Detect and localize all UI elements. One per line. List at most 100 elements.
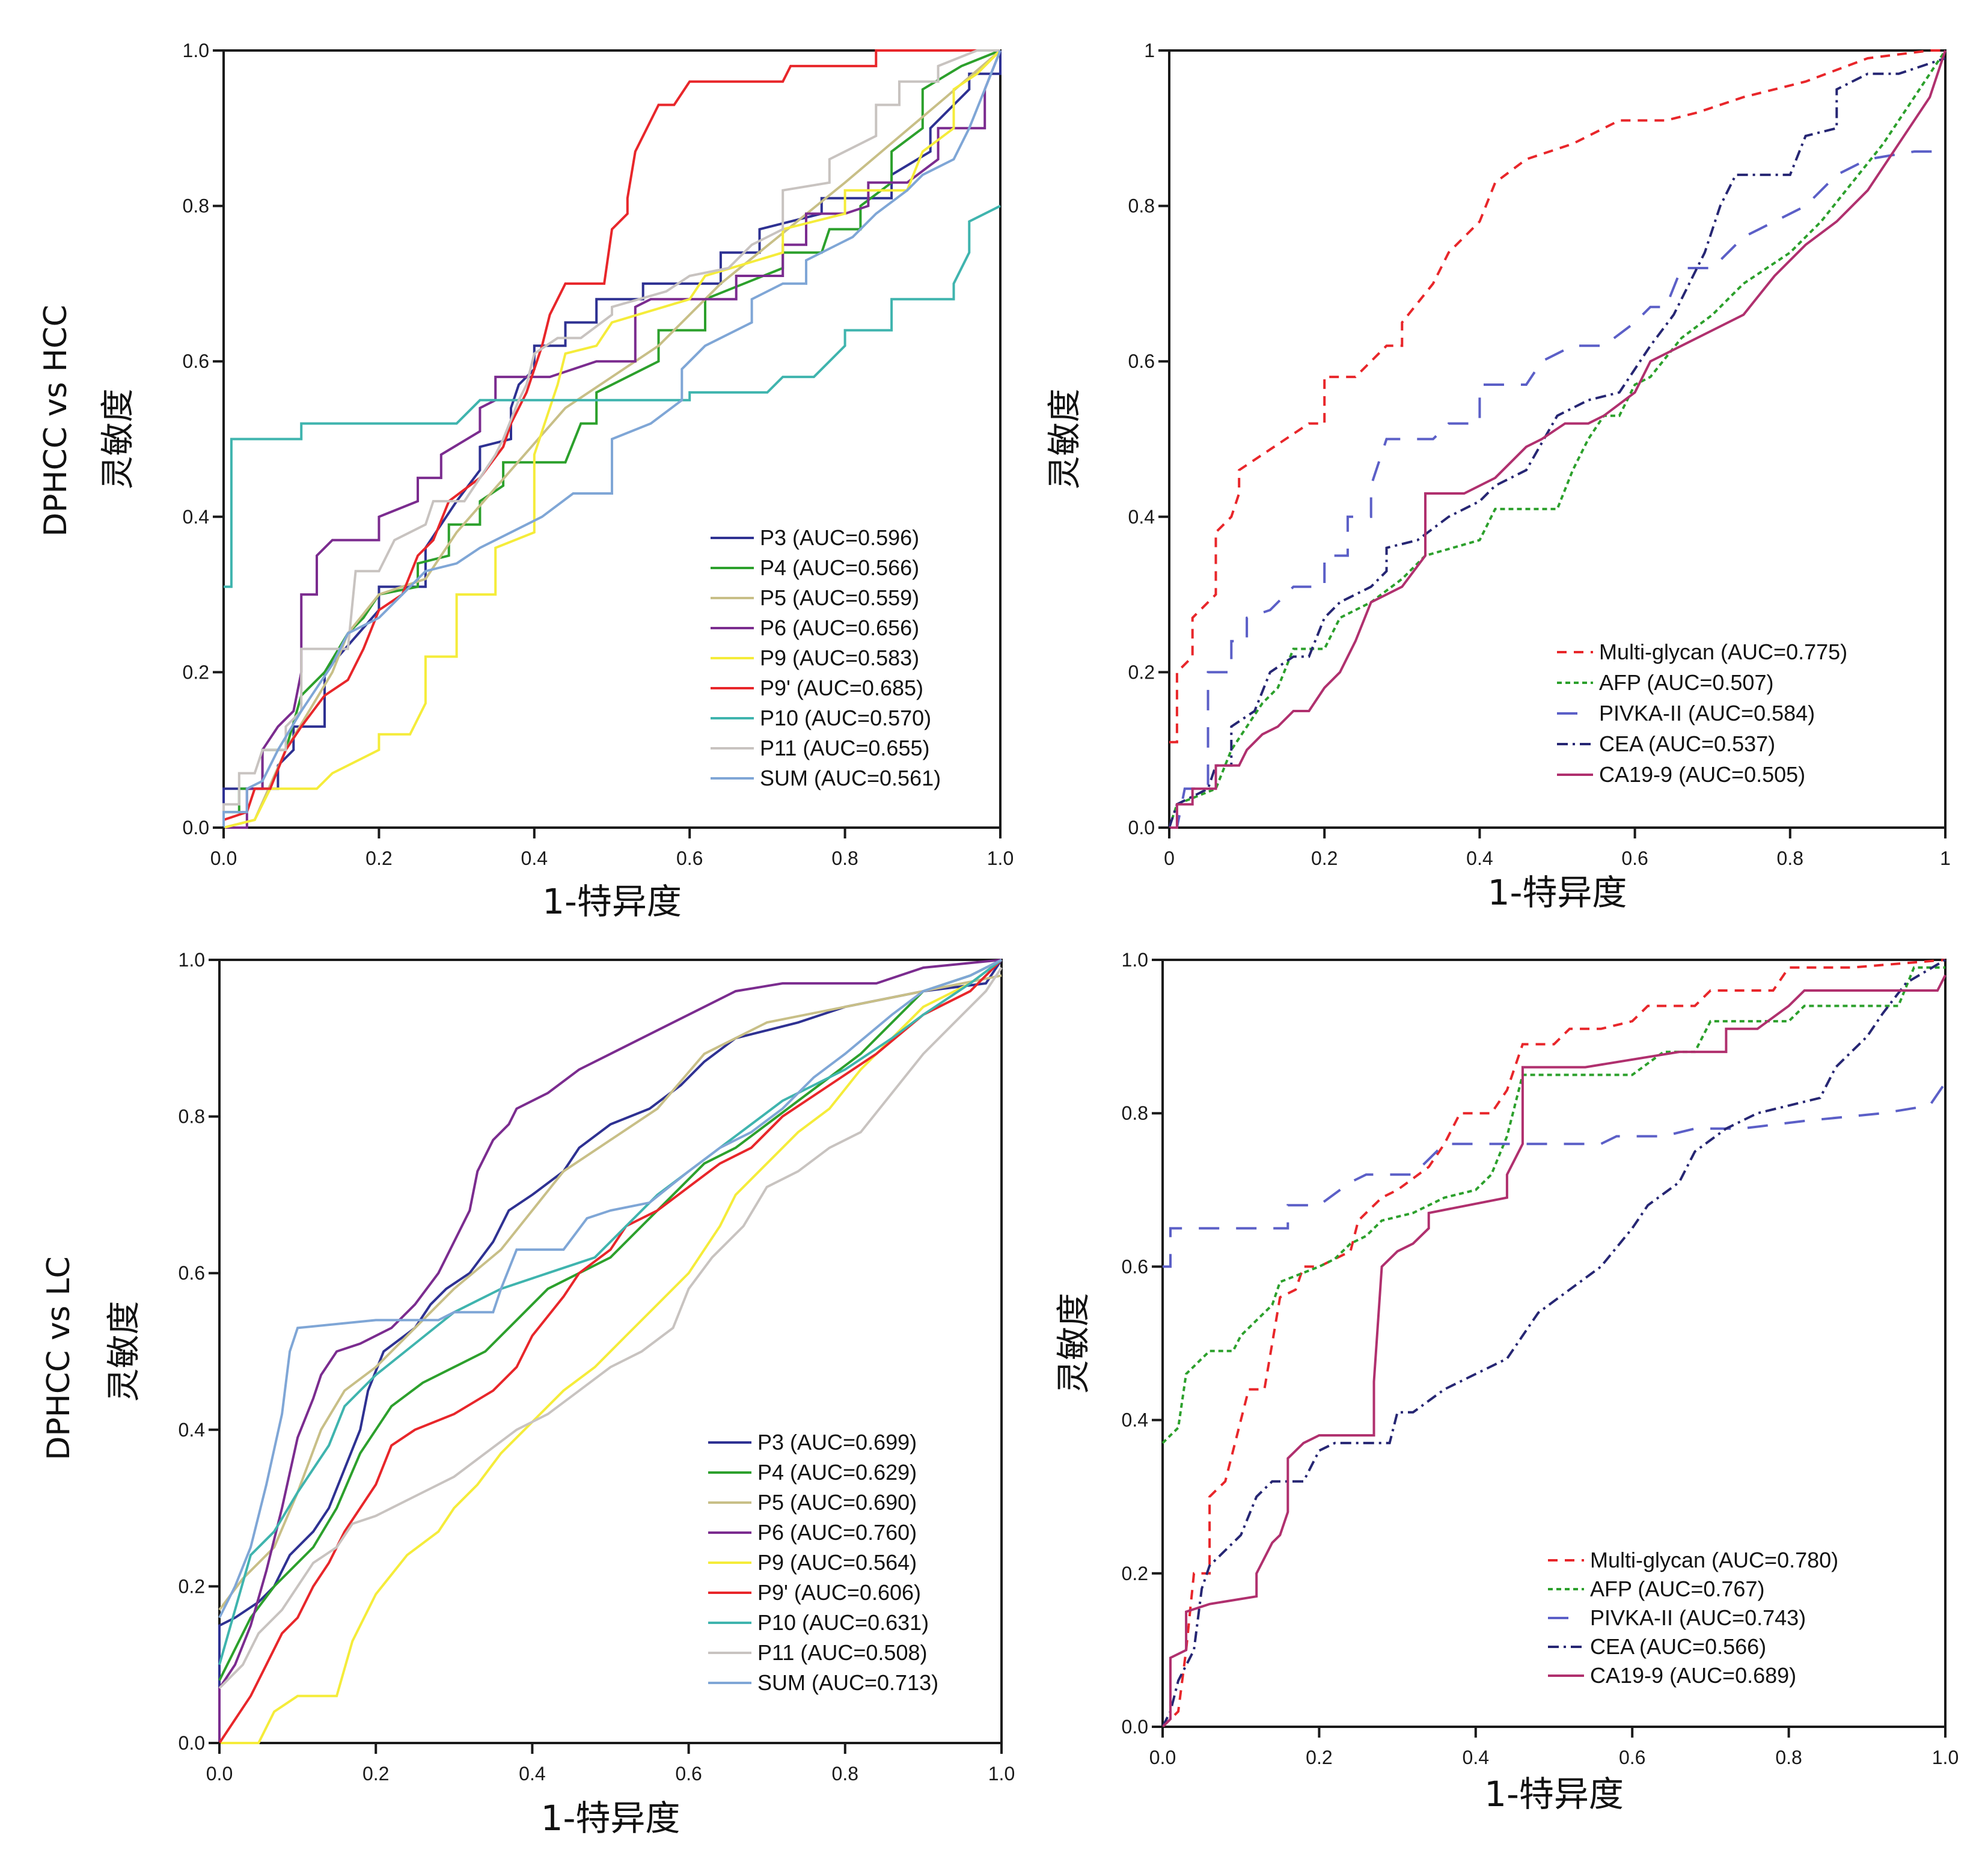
roc-curve-p5 <box>223 49 1002 829</box>
plot-frame <box>222 49 1002 829</box>
row-label-lc: DPHCC vs LC <box>41 1256 77 1460</box>
x-tick-label: 0.0 <box>206 1763 233 1784</box>
y-tick-label: 0.8 <box>183 195 209 217</box>
legend-label-p6: P6 (AUC=0.760) <box>757 1520 917 1545</box>
x-tick-label: 0.6 <box>1619 1747 1645 1768</box>
roc-curve-afp <box>1168 49 1947 828</box>
y-tick-label: 1.0 <box>179 949 205 971</box>
roc-curve-p9 <box>218 959 1003 1744</box>
roc-curve-cea <box>1168 57 1946 828</box>
y-axis-label: 灵敏度 <box>1045 389 1084 490</box>
roc-curve-cea <box>1161 959 1947 1727</box>
roc-curve-p3 <box>222 50 1002 828</box>
roc-panel-top-left: 0.0 0.2 0.4 0.6 0.8 1.0 0.0 0.2 0.4 0.6 0.8 1.0 1-特异… <box>99 40 1014 922</box>
legend-label-p4: P4 (AUC=0.566) <box>760 555 919 580</box>
x-axis-label: 1-特异度 <box>1488 872 1627 913</box>
legend-label-p11: P11 (AUC=0.508) <box>757 1640 927 1665</box>
y-tick-label: 0.8 <box>179 1106 205 1128</box>
x-tick-label: 1.0 <box>988 1763 1015 1784</box>
y-tick-label: 0.0 <box>179 1732 205 1754</box>
roc-curve-pivka-ii <box>1169 150 1945 829</box>
x-tick-label: 0.4 <box>521 847 548 869</box>
legend-label-p3: P3 (AUC=0.596) <box>760 525 919 550</box>
x-tick-label: 1.0 <box>1932 1747 1959 1768</box>
x-axis-label: 1-特异度 <box>542 881 682 922</box>
y-tick-label: 0.4 <box>1128 506 1155 528</box>
roc-curve-pivka-ii <box>1163 1082 1947 1268</box>
roc-curve-p4 <box>218 959 1002 1681</box>
y-tick-label: 0.8 <box>1128 195 1155 217</box>
x-tick-label: 1.0 <box>987 847 1014 869</box>
y-tick-label: 0.2 <box>1122 1563 1148 1584</box>
y-tick-label: 0.0 <box>183 817 209 838</box>
legend: Multi-glycan (AUC=0.780) AFP (AUC=0.767) P… <box>1548 1548 1838 1688</box>
legend: P3 (AUC=0.596) P4 (AUC=0.566) P5 (AUC=0.55… <box>711 525 941 790</box>
y-tick-label: 0.2 <box>1128 661 1155 683</box>
x-tick-label: 0.4 <box>1463 1747 1489 1768</box>
legend-label-afp: AFP (AUC=0.507) <box>1599 670 1773 695</box>
x-tick-label: 0.2 <box>365 847 392 869</box>
legend-label-p10: P10 (AUC=0.631) <box>757 1610 929 1635</box>
y-axis-label: 灵敏度 <box>99 389 138 490</box>
y-tick-label: 0.0 <box>1128 817 1155 838</box>
y-tick-label: 0.0 <box>1122 1716 1148 1738</box>
legend-label-p10: P10 (AUC=0.570) <box>760 706 931 730</box>
legend-label-cea: CEA (AUC=0.566) <box>1590 1634 1766 1659</box>
x-tick-label: 0.8 <box>832 1763 858 1784</box>
legend-label-p5: P5 (AUC=0.559) <box>760 585 919 610</box>
legend-label-cea: CEA (AUC=0.537) <box>1599 731 1775 756</box>
y-tick-label: 0.8 <box>1122 1102 1148 1124</box>
x-tick-label: 0.2 <box>1311 847 1338 869</box>
roc-panel-top-right: 0 0.2 0.4 0.6 0.8 1 0.0 0.2 0.4 0.6 0.8 1 1-特异度 灵敏度 Mu… <box>1045 40 1951 913</box>
y-tick-label: 0.4 <box>1122 1409 1148 1431</box>
roc-curve-sum <box>222 50 1002 828</box>
y-tick-label: 0.6 <box>1128 350 1155 372</box>
legend-label-p6: P6 (AUC=0.656) <box>760 615 919 640</box>
y-tick-label: 1.0 <box>183 40 209 61</box>
plot-frame <box>218 959 1003 1744</box>
x-tick-label: 0.8 <box>1775 1747 1802 1768</box>
legend-label-pivka-ii: PIVKA-II (AUC=0.584) <box>1599 701 1815 725</box>
x-tick-label: 0.4 <box>519 1763 545 1784</box>
legend-label-sum: SUM (AUC=0.561) <box>760 766 941 790</box>
legend-label-p9: P9' (AUC=0.606) <box>757 1580 921 1605</box>
row-label-hcc: DPHCC vs HCC <box>38 305 74 537</box>
legend-label-p9: P9' (AUC=0.685) <box>760 676 923 700</box>
x-tick-label: 0 <box>1164 847 1175 869</box>
legend: Multi-glycan (AUC=0.775) AFP (AUC=0.507) P… <box>1557 640 1847 787</box>
roc-curve-p9 <box>222 49 1000 828</box>
roc-curve-p9 <box>219 959 1003 1744</box>
legend-label-p3: P3 (AUC=0.699) <box>757 1430 917 1455</box>
y-tick-label: 1.0 <box>1122 949 1148 971</box>
x-axis-label: 1-特异度 <box>1484 1774 1624 1815</box>
legend-label-multi-glycan: Multi-glycan (AUC=0.775) <box>1599 640 1847 664</box>
plot-frame <box>1161 959 1947 1728</box>
y-tick-label: 0.6 <box>179 1262 205 1284</box>
y-tick-label: 0.6 <box>1122 1256 1148 1277</box>
legend-label-p4: P4 (AUC=0.629) <box>757 1460 917 1485</box>
y-tick-label: 0.2 <box>183 661 209 683</box>
legend-label-p9: P9 (AUC=0.583) <box>760 646 919 670</box>
x-axis-label: 1-特异度 <box>541 1798 681 1839</box>
legend-label-p5: P5 (AUC=0.690) <box>757 1490 917 1515</box>
roc-panel-bottom-right: 0.0 0.2 0.4 0.6 0.8 1.0 0.0 0.2 0.4 0.6 0.8 1.0 1-特异… <box>1054 949 1959 1815</box>
roc-curve-ca19-9 <box>1161 974 1947 1728</box>
y-tick-label: 0.2 <box>179 1575 205 1597</box>
x-tick-label: 0.2 <box>362 1763 389 1784</box>
legend-label-p9: P9 (AUC=0.564) <box>757 1550 917 1575</box>
x-tick-label: 1 <box>1940 847 1951 869</box>
x-tick-label: 0.0 <box>210 847 237 869</box>
roc-curve-sum <box>218 959 1002 1619</box>
roc-curve-p9 <box>223 49 1002 829</box>
x-tick-label: 0.8 <box>831 847 858 869</box>
legend-label-afp: AFP (AUC=0.767) <box>1590 1577 1764 1601</box>
roc-curve-p6 <box>218 959 1002 1743</box>
roc-curve-p3 <box>218 959 1003 1743</box>
x-tick-label: 0.6 <box>675 1763 702 1784</box>
y-tick-label: 0.6 <box>183 350 209 372</box>
roc-curve-p10 <box>224 204 1001 588</box>
y-tick-label: 0.4 <box>179 1419 205 1441</box>
roc-curve-p10 <box>218 959 1003 1665</box>
legend-label-multi-glycan: Multi-glycan (AUC=0.780) <box>1590 1548 1838 1572</box>
